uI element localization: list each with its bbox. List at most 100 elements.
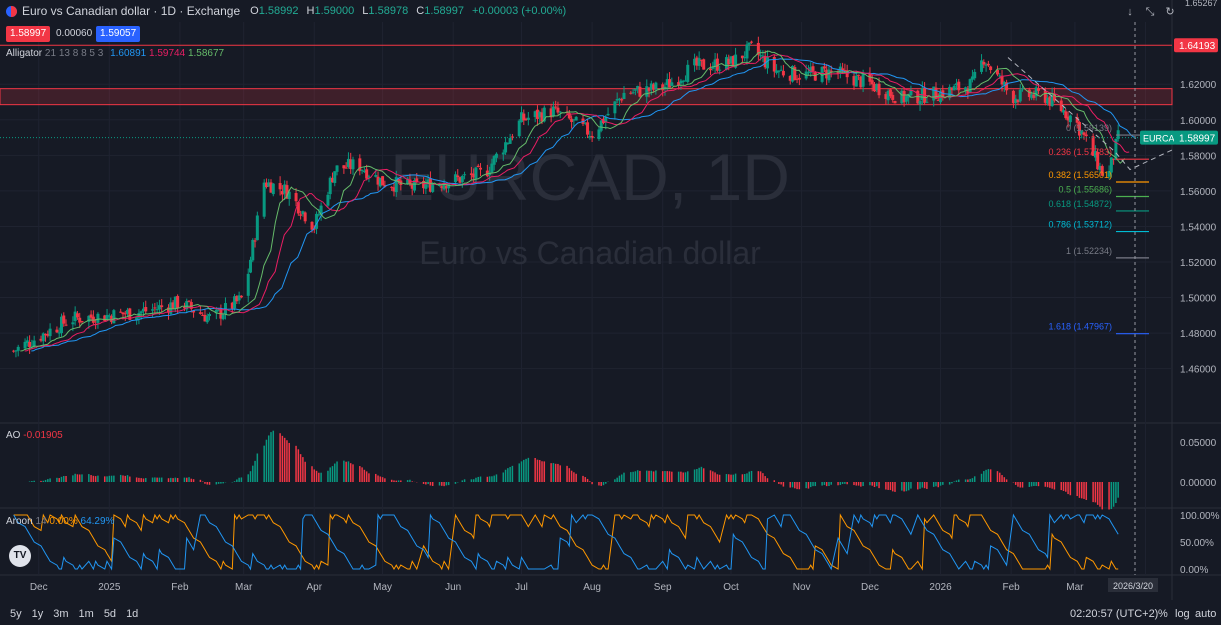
candle-body	[463, 174, 467, 176]
candle-body	[772, 56, 776, 72]
timeframe-1d[interactable]: 1d	[126, 607, 139, 620]
candle-body	[636, 85, 640, 89]
candle-body	[23, 341, 27, 349]
alligator-legend[interactable]: Alligator 21 13 8 8 5 3 1.60891 1.59744 …	[6, 48, 224, 59]
candle-body	[904, 96, 908, 102]
candle-body	[1077, 121, 1081, 136]
candle-body	[588, 136, 592, 138]
candle-body	[857, 74, 861, 76]
candle-body	[909, 89, 913, 96]
candle-body	[360, 169, 364, 171]
candle-body	[422, 180, 426, 189]
candle-body	[948, 86, 952, 99]
timeframe-5d[interactable]: 5d	[103, 607, 117, 620]
last-price-tag	[1174, 130, 1218, 145]
timeframe-3m[interactable]: 3m	[53, 607, 69, 620]
timeframe-1m[interactable]: 1m	[78, 607, 94, 620]
candle-body	[715, 58, 719, 71]
refresh-icon[interactable]: ↻	[1165, 6, 1175, 18]
candle-body	[604, 116, 608, 123]
time-tick-label: Dec	[30, 582, 48, 593]
candle-body	[617, 98, 621, 100]
time-tick-label: Nov	[793, 582, 811, 593]
candle-body	[107, 315, 111, 317]
candle-body	[44, 333, 48, 336]
candle-body	[280, 191, 284, 195]
price-tick-label: 1.46000	[1180, 365, 1217, 376]
time-tick-label: Oct	[723, 582, 739, 593]
candle-body	[155, 309, 159, 311]
download-icon[interactable]: ↓	[1127, 6, 1133, 18]
candle-body	[558, 111, 562, 113]
percent-toggle[interactable]: %	[1158, 607, 1168, 620]
candle-body	[1059, 100, 1063, 112]
price-tick-label: 1.65267	[1185, 0, 1218, 8]
candle-body	[80, 320, 84, 322]
ao-name: AO	[6, 430, 21, 441]
timeframe-5y[interactable]: 5y	[10, 607, 22, 620]
change-value: +0.00003 (+0.00%)	[472, 5, 567, 17]
buy-price-button[interactable]: 1.59057	[96, 26, 141, 42]
candle-body	[597, 129, 601, 140]
candle-body	[829, 70, 833, 72]
auto-toggle[interactable]: auto	[1195, 607, 1217, 620]
candle-body	[160, 305, 164, 308]
candle-body	[73, 311, 77, 322]
candle-body	[877, 83, 881, 96]
candle-body	[542, 107, 546, 122]
timeframe-1y[interactable]: 1y	[31, 607, 44, 620]
candle-body	[151, 309, 155, 311]
candle-body	[709, 68, 713, 71]
candle-body	[727, 58, 731, 65]
candle-body	[893, 101, 897, 104]
candle-body	[775, 70, 779, 73]
ao-legend[interactable]: AO -0.01905	[6, 430, 63, 441]
open-key: O	[250, 5, 259, 17]
candle-body	[296, 202, 300, 214]
candle-body	[144, 307, 148, 312]
candle-body	[902, 91, 906, 103]
candle-body	[424, 184, 428, 189]
candle-body	[205, 316, 209, 323]
candle-body	[16, 346, 20, 351]
aroon-legend[interactable]: Aroon 14 0.00% 64.29%	[6, 516, 114, 527]
clock[interactable]: 02:20:57 (UTC+2)	[1070, 607, 1159, 620]
candle-body	[157, 305, 161, 310]
candle-body	[535, 109, 539, 119]
candle-body	[984, 64, 988, 66]
tradingview-logo-icon: TV	[9, 545, 31, 567]
aroon-up-value: 0.00%	[49, 516, 78, 527]
symbol-title[interactable]: Euro vs Canadian dollar · 1D · Exchange	[22, 4, 241, 18]
candle-body	[920, 87, 924, 101]
candle-body	[1018, 89, 1022, 102]
time-tick-label: Apr	[306, 582, 322, 593]
candle-body	[1030, 94, 1034, 99]
candle-body	[87, 315, 91, 322]
candle-body	[693, 58, 697, 66]
candle-body	[1000, 75, 1004, 85]
candle-body	[1100, 166, 1104, 176]
candle-body	[326, 194, 330, 206]
aroon-up-line	[13, 513, 1119, 571]
candle-body	[861, 74, 865, 87]
price-tick-label: 1.58000	[1180, 151, 1217, 162]
spread-value: 0.00060	[56, 28, 93, 39]
candle-body	[852, 76, 856, 86]
candle-body	[957, 81, 961, 91]
candle-body	[517, 120, 521, 137]
candle-body	[654, 82, 658, 90]
time-tick-label: 2025	[98, 582, 121, 593]
candle-body	[230, 302, 234, 309]
candle-body	[299, 214, 303, 216]
candle-body	[415, 178, 419, 182]
candle-body	[112, 310, 116, 324]
sell-price-button[interactable]: 1.58997	[6, 26, 51, 42]
candle-body	[631, 92, 635, 94]
candle-body	[822, 66, 826, 69]
candle-body	[264, 182, 268, 188]
candle-body	[859, 76, 863, 88]
log-toggle[interactable]: log	[1175, 607, 1190, 620]
collapse-icon[interactable]: ⤡	[1145, 6, 1155, 18]
candle-body	[1011, 90, 1015, 104]
